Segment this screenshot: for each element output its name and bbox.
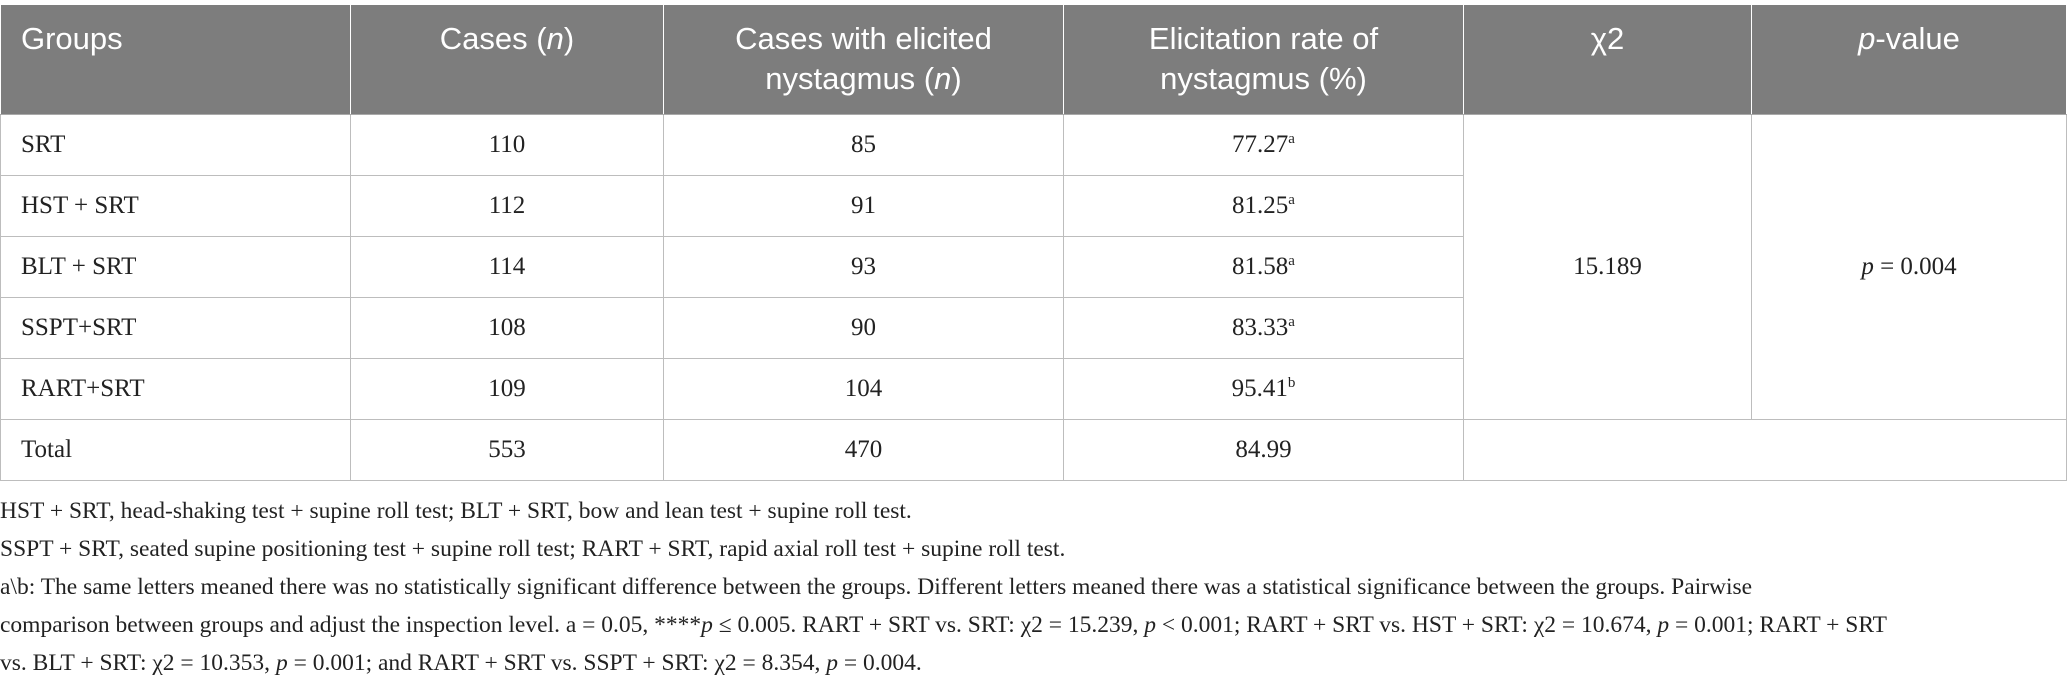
cell-group: SSPT+SRT: [0, 297, 351, 359]
cell-empty: [1463, 419, 2067, 481]
cell-cases: 110: [350, 114, 664, 176]
footnote-line: a\b: The same letters meaned there was n…: [0, 574, 1753, 600]
significance-letter: b: [1287, 375, 1296, 391]
cell-group: RART+SRT: [0, 358, 351, 420]
cell-group: HST + SRT: [0, 175, 351, 237]
cell-rate: 81.25a: [1063, 175, 1464, 237]
cell-rate: 77.27a: [1063, 114, 1464, 176]
cell-cases: 109: [350, 358, 664, 420]
cell-cases: 553: [350, 419, 664, 481]
cell-cases: 112: [350, 175, 664, 237]
cell-cases: 114: [350, 236, 664, 298]
cell-rate: 84.99: [1063, 419, 1464, 481]
cell-elicited: 470: [663, 419, 1064, 481]
cell-group: SRT: [0, 114, 351, 176]
footnote-line: HST + SRT, head-shaking test + supine ro…: [0, 498, 912, 524]
header-groups: Groups: [0, 4, 351, 115]
cell-elicited: 90: [663, 297, 1064, 359]
table-header: Groups Cases (n) Cases with elicited nyst…: [0, 4, 2067, 115]
significance-letter: a: [1288, 253, 1295, 269]
significance-letter: a: [1288, 314, 1295, 330]
cell-p-value: p = 0.004: [1751, 114, 2067, 420]
header-chi-square: χ2: [1463, 4, 1752, 115]
table-row-total: Total 553 470 84.99: [0, 419, 2067, 481]
cell-elicited: 91: [663, 175, 1064, 237]
cell-cases: 108: [350, 297, 664, 359]
cell-group: Total: [0, 419, 351, 481]
header-cases-elicited: Cases with elicited nystagmus (n): [663, 4, 1064, 115]
table-footnotes: HST + SRT, head-shaking test + supine ro…: [0, 492, 2066, 682]
cell-chi-square-value: 15.189: [1463, 114, 1752, 420]
table-row: RART+SRT 109 104 95.41b: [0, 358, 2067, 420]
footnote-line: SSPT + SRT, seated supine positioning te…: [0, 536, 1066, 562]
header-p-value: p-value: [1751, 4, 2067, 115]
footnote-line: comparison between groups and adjust the…: [0, 612, 1887, 638]
header-cases: Cases (n): [350, 4, 664, 115]
cell-elicited: 93: [663, 236, 1064, 298]
cell-elicited: 104: [663, 358, 1064, 420]
footnote-line: vs. BLT + SRT: χ2 = 10.353, p = 0.001; a…: [0, 650, 922, 676]
cell-group: BLT + SRT: [0, 236, 351, 298]
significance-letter: a: [1288, 192, 1295, 208]
cell-elicited: 85: [663, 114, 1064, 176]
cell-rate: 95.41b: [1063, 358, 1464, 420]
results-table: Groups Cases (n) Cases with elicited nyst…: [0, 4, 2067, 481]
table-row: SRT 110 85 77.27a 15.189 p = 0.004: [0, 114, 2067, 420]
header-elicitation-rate: Elicitation rate of nystagmus (%): [1063, 4, 1464, 115]
significance-letter: a: [1288, 131, 1295, 147]
cell-rate: 83.33a: [1063, 297, 1464, 359]
cell-rate: 81.58a: [1063, 236, 1464, 298]
